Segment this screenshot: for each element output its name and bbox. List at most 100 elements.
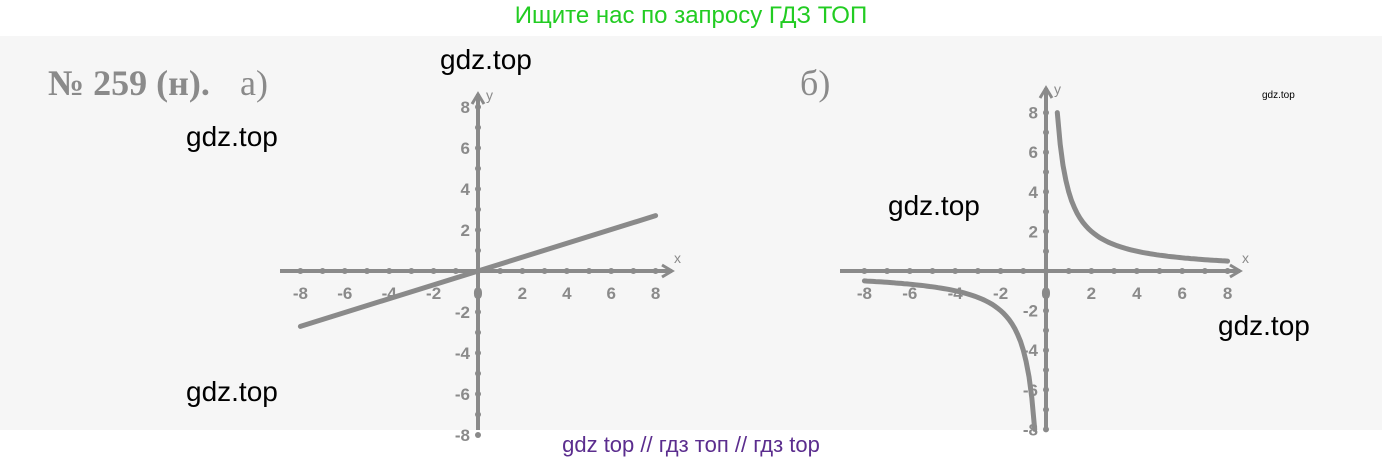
y-axis-tick [1043, 228, 1049, 235]
x-axis-tick [408, 268, 415, 274]
x-axis-tick [452, 268, 459, 274]
x-axis-tick [1088, 268, 1095, 274]
y-axis-tick [475, 145, 481, 151]
y-axis-tick [1043, 109, 1049, 116]
x-axis-tick [1156, 268, 1163, 274]
x-tick-label: 4 [562, 284, 572, 303]
x-tick-label: 2 [518, 284, 527, 303]
problem-number: № 259 (н). [48, 63, 210, 103]
x-axis-label: x [674, 250, 681, 266]
x-axis-tick [497, 268, 504, 274]
y-axis-tick [475, 227, 481, 233]
x-axis-arrow [1229, 263, 1243, 279]
y-axis-tick [475, 391, 481, 397]
y-axis-tick [475, 247, 481, 254]
part-a-label: а) [240, 63, 268, 103]
x-axis-tick [341, 268, 348, 274]
x-axis-tick [1111, 268, 1118, 274]
watermark: gdz.top [440, 44, 532, 75]
y-axis-tick [1043, 149, 1049, 156]
x-axis-tick [1065, 268, 1072, 274]
x-tick-label: 6 [1177, 284, 1186, 303]
x-axis-tick [386, 268, 393, 274]
x-axis-tick [652, 268, 659, 274]
y-axis-label: y [486, 87, 493, 103]
y-axis-tick [475, 309, 481, 315]
y-axis-tick [475, 329, 481, 336]
x-axis-tick [563, 268, 570, 274]
x-tick-label: 0 [473, 284, 482, 303]
y-axis-tick [1043, 188, 1049, 195]
x-tick-label: -6 [337, 284, 352, 303]
line-series [297, 213, 659, 329]
x-axis-tick [630, 268, 637, 274]
watermark: gdz.top [186, 121, 278, 152]
x-axis-tick [952, 268, 959, 274]
x-axis-arrow [661, 263, 675, 279]
y-tick-label: -2 [455, 303, 470, 322]
x-axis-tick [364, 268, 370, 274]
y-axis-tick [1043, 386, 1049, 393]
y-axis-tick [475, 411, 481, 418]
x-tick-label: -2 [993, 284, 1008, 303]
y-axis-tick [1043, 287, 1049, 294]
y-axis-tick [1043, 129, 1049, 136]
y-axis-tick [475, 206, 481, 213]
y-axis-tick [475, 104, 481, 110]
y-axis-tick [1043, 426, 1049, 433]
x-tick-label: 2 [1087, 284, 1096, 303]
x-axis-tick [997, 268, 1004, 274]
y-axis-tick [1043, 347, 1049, 354]
x-axis-label: x [1242, 250, 1249, 266]
x-axis-tick [1224, 268, 1231, 274]
y-axis-tick [475, 186, 481, 192]
x-tick-label: 6 [606, 284, 615, 303]
y-tick-label: -2 [1023, 302, 1038, 321]
hyperbola-branch [1054, 110, 1231, 264]
x-axis-tick [929, 268, 936, 274]
x-axis-tick [1133, 268, 1140, 274]
y-tick-label: 2 [1029, 222, 1038, 241]
x-tick-label: 0 [1041, 284, 1050, 303]
x-axis-tick [861, 268, 868, 274]
scanned-page [0, 36, 1382, 430]
y-axis-tick [475, 370, 481, 377]
y-tick-label: 8 [461, 98, 470, 117]
y-axis-label: y [1054, 81, 1061, 97]
y-axis-tick [1043, 307, 1049, 314]
x-tick-label: -8 [293, 284, 308, 303]
y-tick-label: 4 [1029, 183, 1039, 202]
x-tick-label: 4 [1132, 284, 1142, 303]
x-axis-tick [884, 268, 891, 274]
x-axis-tick [974, 268, 981, 274]
footer-links: gdz top // гдз топ // гдз top [562, 432, 820, 457]
y-tick-label: -8 [455, 426, 470, 445]
watermark: gdz.top [888, 190, 980, 221]
y-axis-tick [475, 124, 481, 131]
x-tick-label: -6 [902, 284, 917, 303]
x-tick-label: 8 [651, 284, 660, 303]
y-tick-label: -6 [455, 385, 470, 404]
y-axis-tick [1043, 406, 1049, 413]
y-axis-tick [475, 350, 481, 356]
watermark-small: gdz.top [1262, 90, 1295, 101]
y-tick-label: -4 [455, 344, 471, 363]
y-axis-tick [1043, 248, 1049, 255]
y-tick-label: 6 [461, 139, 470, 158]
x-axis-tick [519, 268, 526, 274]
x-axis-tick [1179, 268, 1186, 274]
y-tick-label: 8 [1029, 104, 1038, 123]
y-axis-tick [1043, 169, 1049, 175]
x-axis-tick [586, 268, 592, 274]
y-axis-tick [475, 432, 481, 438]
y-axis-tick [1043, 268, 1049, 274]
y-axis-tick [1043, 367, 1049, 373]
x-tick-label: -2 [426, 284, 441, 303]
y-axis-arrow [1038, 85, 1054, 99]
watermark: gdz.top [1218, 310, 1310, 341]
hyperbola-branch [861, 278, 1038, 432]
y-axis-tick [475, 165, 481, 172]
y-axis-arrow [470, 91, 486, 105]
x-axis-tick [541, 268, 548, 274]
top-banner: Ищите нас по запросу ГДЗ ТОП [514, 2, 868, 29]
